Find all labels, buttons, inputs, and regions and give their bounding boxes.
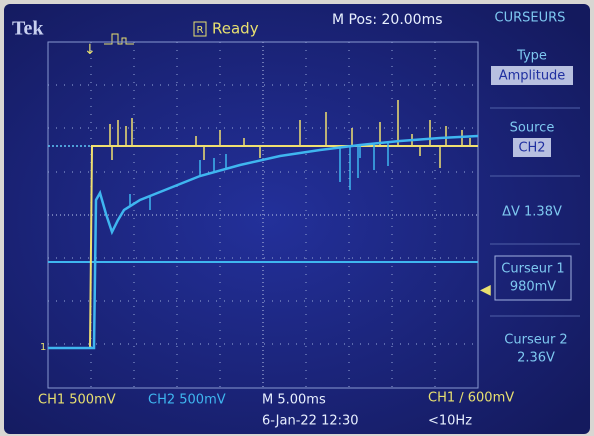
status-icon: R [197,25,204,36]
trigger-level-marker: ◀ [480,282,491,298]
ch1-scale: CH1 500mV [38,393,116,408]
menu-value: 2.36V [517,351,555,366]
graticule-border [47,41,479,389]
ch2-scale: CH2 500mV [148,393,226,408]
ch2-trace [48,134,479,350]
menu-item-box [494,255,572,301]
menu-label[interactable]: Curseur 2 [504,333,567,348]
graticule-axes [48,42,478,388]
arrow: ↓ [84,42,96,58]
date: 6-Jan-22 12:30 [262,414,359,429]
menu-value-box [491,66,573,85]
frequency: <10Hz [428,414,472,429]
screen [4,4,590,434]
menu-value[interactable]: CH2 [518,141,545,156]
menu-label: Type [516,49,547,64]
brand: Tek [12,18,44,40]
status-icon-box [193,21,207,37]
trigger-icon [104,33,134,45]
ch1-marker: 1 [40,342,46,353]
menu-separators [490,107,580,317]
trigger: CH1 ∕ 600mV [428,391,514,406]
status: Ready [212,20,259,38]
menu-value: 980mV [510,280,556,295]
ch2-spikes [129,142,389,210]
menu-label: ΔV 1.38V [502,205,562,220]
position: M Pos: 20.00ms [332,12,443,28]
menu-label: Source [510,121,555,136]
menu-value-box [513,138,551,157]
timebase: M 5.00ms [262,393,326,408]
menu-value[interactable]: Amplitude [499,69,566,84]
menu-label[interactable]: Curseur 1 [501,262,564,277]
menu-title: CURSEURS [495,11,566,26]
